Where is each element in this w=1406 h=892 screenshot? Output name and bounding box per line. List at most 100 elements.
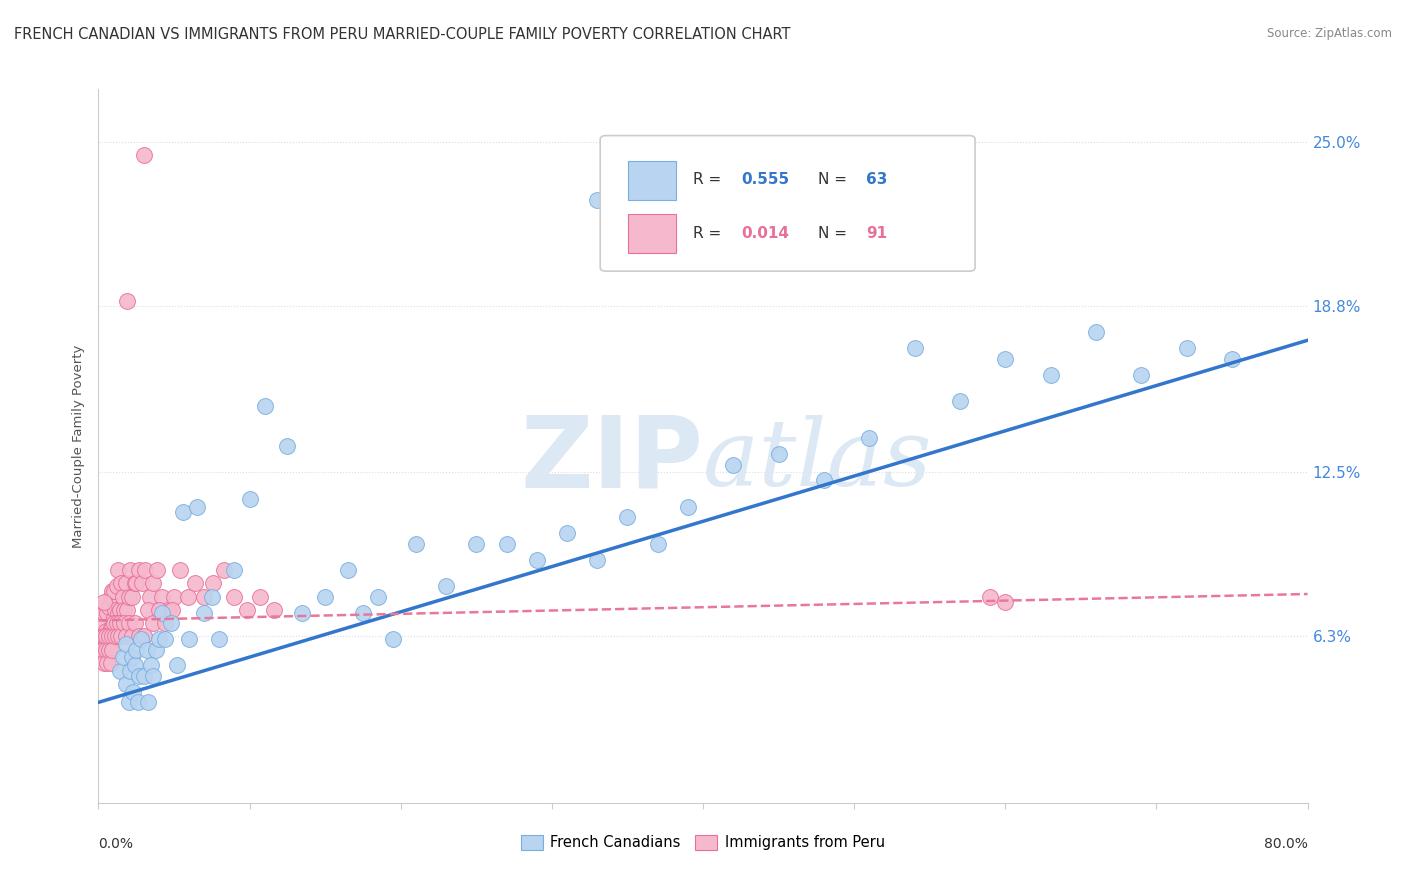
Point: [104, 603, 127, 617]
Point: [107, 606, 129, 620]
Point: [949, 394, 972, 409]
Point: [253, 400, 276, 414]
FancyBboxPatch shape: [600, 136, 976, 271]
Point: [104, 629, 127, 643]
Point: [142, 576, 165, 591]
Point: [132, 669, 155, 683]
Point: [163, 590, 186, 604]
Point: [93, 629, 115, 643]
Point: [382, 632, 405, 646]
Point: [94, 624, 117, 638]
Point: [103, 611, 125, 625]
Point: [495, 537, 517, 551]
Point: [124, 576, 146, 591]
Point: [160, 616, 183, 631]
Point: [121, 629, 143, 643]
Bar: [628, 161, 676, 200]
Point: [314, 590, 336, 604]
Point: [132, 148, 155, 162]
Point: [647, 537, 669, 551]
Point: [176, 590, 198, 604]
Point: [100, 621, 122, 635]
Text: atlas: atlas: [703, 416, 932, 505]
Point: [127, 695, 149, 709]
Point: [1039, 368, 1062, 382]
Point: [434, 579, 457, 593]
Point: [105, 629, 128, 643]
Point: [169, 563, 191, 577]
Point: [107, 563, 129, 577]
Text: N =: N =: [818, 172, 852, 187]
Point: [107, 629, 129, 643]
Point: [150, 606, 173, 620]
Point: [96, 656, 118, 670]
Bar: [628, 214, 676, 253]
Point: [128, 669, 150, 683]
Point: [100, 590, 122, 604]
Point: [115, 603, 138, 617]
Point: [141, 658, 163, 673]
Point: [114, 576, 136, 591]
Point: [145, 642, 167, 657]
Point: [132, 629, 155, 643]
Point: [276, 439, 298, 453]
Point: [135, 642, 157, 657]
Point: [114, 629, 136, 643]
Point: [101, 642, 124, 657]
Point: [96, 642, 118, 657]
Point: [153, 616, 176, 631]
Point: [91, 642, 114, 657]
Point: [101, 642, 124, 657]
Text: N =: N =: [818, 226, 852, 241]
Point: [120, 563, 142, 577]
Text: 0.0%: 0.0%: [98, 838, 134, 851]
Text: Source: ZipAtlas.com: Source: ZipAtlas.com: [1267, 27, 1392, 40]
Point: [93, 629, 115, 643]
Point: [118, 616, 141, 631]
Point: [98, 600, 121, 615]
Point: [858, 431, 880, 445]
Point: [249, 590, 271, 604]
Point: [134, 563, 156, 577]
Point: [150, 590, 173, 604]
Text: R =: R =: [693, 172, 727, 187]
Point: [110, 616, 132, 631]
Point: [263, 603, 285, 617]
Legend: French Canadians, Immigrants from Peru: French Canadians, Immigrants from Peru: [516, 829, 890, 856]
Point: [148, 632, 170, 646]
Point: [128, 563, 150, 577]
Point: [291, 606, 314, 620]
Point: [676, 500, 699, 514]
Point: [555, 526, 578, 541]
Point: [142, 616, 165, 631]
Point: [146, 563, 169, 577]
Point: [235, 603, 257, 617]
Point: [96, 629, 118, 643]
Point: [110, 576, 132, 591]
Point: [1175, 341, 1198, 355]
Point: [124, 658, 146, 673]
Point: [101, 629, 124, 643]
Point: [172, 505, 194, 519]
Point: [405, 537, 427, 551]
Point: [212, 563, 235, 577]
Point: [768, 447, 790, 461]
Point: [162, 603, 184, 617]
Point: [111, 650, 134, 665]
Point: [115, 293, 138, 308]
Point: [526, 552, 548, 566]
Point: [336, 563, 359, 577]
Point: [100, 637, 122, 651]
Point: [101, 584, 124, 599]
Point: [979, 590, 1001, 604]
Point: [813, 474, 835, 488]
Point: [112, 603, 135, 617]
Point: [112, 616, 135, 631]
Point: [104, 629, 127, 643]
Point: [156, 603, 179, 617]
Point: [166, 658, 188, 673]
Point: [131, 576, 153, 591]
Text: 0.555: 0.555: [742, 172, 790, 187]
Point: [121, 650, 143, 665]
Point: [153, 632, 176, 646]
